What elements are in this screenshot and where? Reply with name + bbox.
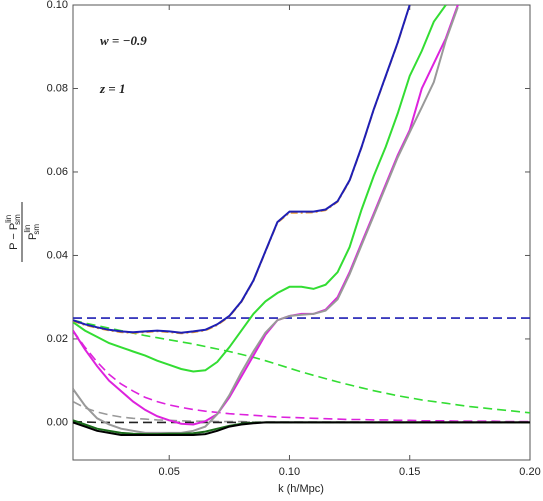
series-line [73, 5, 447, 373]
x-axis-label: k (h/Mpc) [278, 483, 324, 495]
x-tick-label: 0.10 [279, 466, 300, 478]
annotation: z = 1 [99, 81, 125, 96]
plot-lines [73, 5, 530, 436]
series-line [73, 5, 459, 426]
y-axis-label: P − Plinsm Plinsm [4, 202, 41, 262]
y-tick-label: 0.00 [47, 416, 68, 428]
y-tick-label: 0.04 [47, 249, 68, 261]
series-line [73, 5, 411, 334]
x-tick-label: 0.05 [158, 466, 179, 478]
y-tick-label: 0.08 [47, 82, 68, 94]
series-line [73, 5, 411, 335]
y-label-numerator: P − Plinsm [4, 214, 22, 250]
y-tick-label: 0.02 [47, 333, 68, 345]
series-line [73, 319, 530, 414]
x-tick-label: 0.15 [399, 466, 420, 478]
annotation: w = −0.9 [100, 33, 147, 48]
plot-frame [72, 4, 531, 461]
y-tick-label: 0.10 [47, 0, 68, 11]
series-line [73, 330, 530, 423]
series-line [73, 421, 530, 436]
y-label-denominator: Plinsm [23, 224, 41, 240]
series-line [73, 6, 459, 434]
x-tick-label: 0.20 [519, 466, 540, 478]
y-tick-label: 0.06 [47, 166, 68, 178]
